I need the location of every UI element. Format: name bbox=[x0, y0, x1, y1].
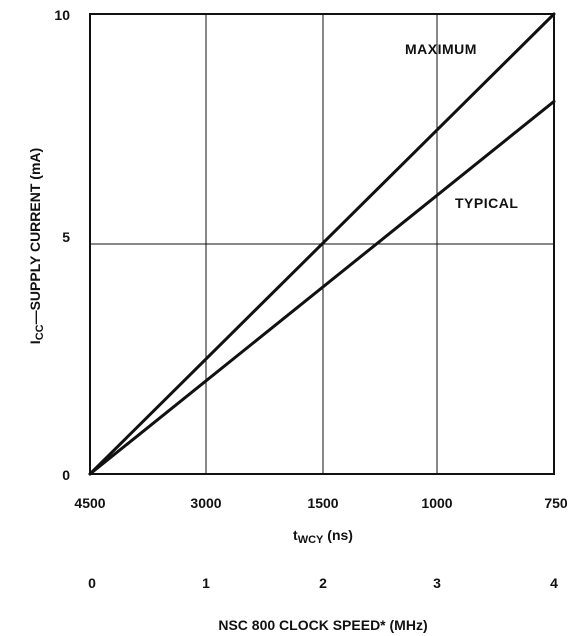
x-bottom-tick-label: 1 bbox=[202, 575, 210, 591]
x-top-tick-label: 1000 bbox=[421, 495, 452, 511]
x-top-tick-label: 4500 bbox=[74, 495, 105, 511]
y-tick-label: 5 bbox=[62, 229, 70, 245]
x-top-tick-label: 750 bbox=[544, 495, 568, 511]
series-lines bbox=[88, 12, 556, 476]
y-tick-label: 10 bbox=[54, 7, 70, 23]
x-top-tick-label: 1500 bbox=[307, 495, 338, 511]
x-top-tick-label: 3000 bbox=[190, 495, 221, 511]
series-line-typical bbox=[88, 99, 556, 476]
series-line-maximum bbox=[88, 12, 556, 476]
x-bottom-tick-label: 2 bbox=[319, 575, 327, 591]
series-label-maximum: MAXIMUM bbox=[405, 41, 477, 57]
x-bottom-axis-label: NSC 800 CLOCK SPEED* (MHz) bbox=[218, 617, 427, 633]
x-bottom-tick-label: 3 bbox=[433, 575, 441, 591]
x-top-axis-label: tWCY (ns) bbox=[293, 527, 353, 546]
y-axis-label: ICC—SUPPLY CURRENT (mA) bbox=[27, 148, 46, 344]
x-bottom-tick-label: 4 bbox=[550, 575, 558, 591]
series-label-typical: TYPICAL bbox=[455, 195, 518, 211]
y-tick-label: 0 bbox=[62, 467, 70, 483]
x-bottom-tick-label: 0 bbox=[88, 575, 96, 591]
grid-lines bbox=[90, 14, 554, 474]
